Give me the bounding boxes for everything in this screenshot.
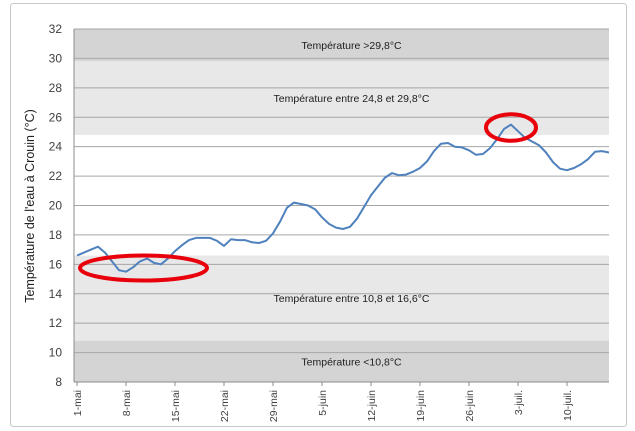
x-tick-label: 29-mai: [268, 390, 280, 422]
y-tick-label: 18: [49, 228, 63, 242]
y-tick-label: 24: [49, 140, 63, 154]
x-tick-label: 5-juin: [317, 390, 329, 416]
x-tick-label: 1-mai: [72, 390, 84, 416]
y-tick-label: 12: [49, 316, 63, 330]
y-tick-label: 28: [49, 81, 63, 95]
y-tick-label: 32: [49, 22, 63, 36]
band-label: Température >29,8°C: [301, 40, 402, 52]
x-tick-label: 26-juin: [464, 390, 476, 422]
band: [74, 61, 609, 135]
y-tick-label: 20: [49, 199, 63, 213]
band: [74, 340, 609, 382]
y-tick-label: 22: [49, 169, 63, 183]
x-tick-label: 19-juin: [415, 390, 427, 422]
y-tick-label: 16: [49, 257, 63, 271]
y-tick-label: 10: [49, 346, 63, 360]
x-tick-label: 8-mai: [121, 390, 133, 416]
temperature-line: [76, 123, 610, 273]
x-tick-label: 10-juil.: [562, 390, 574, 421]
x-tick-label: 22-mai: [219, 390, 231, 422]
y-tick-label: 26: [49, 110, 63, 124]
y-tick-label: 8: [55, 375, 62, 389]
band-label: Température entre 24,8 et 29,8°C: [274, 93, 430, 105]
band-label: Température entre 10,8 et 16,6°C: [274, 293, 430, 305]
band-label: Température <10,8°C: [301, 356, 402, 368]
highlight-ellipse: [78, 253, 209, 283]
band: [74, 29, 609, 62]
y-axis-label: Température de l'eau à Crouin (°C): [23, 109, 37, 303]
y-tick-label: 30: [49, 51, 63, 65]
x-tick-label: 12-juin: [366, 390, 378, 422]
x-tick-label: 15-mai: [170, 390, 182, 422]
x-tick-label: 3-juil.: [513, 390, 525, 415]
band: [74, 255, 609, 341]
y-tick-label: 14: [49, 287, 63, 301]
highlight-ellipse: [484, 112, 538, 143]
